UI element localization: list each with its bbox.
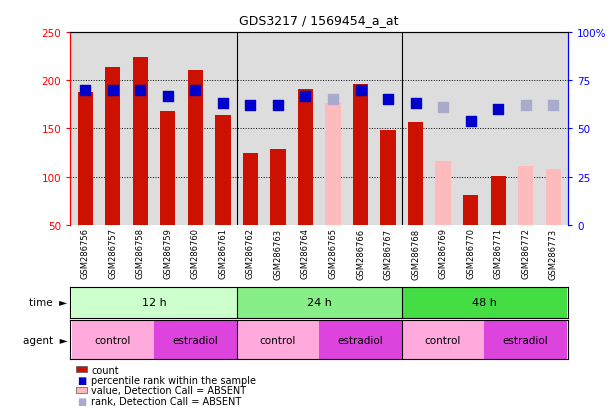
Point <box>301 93 310 100</box>
Text: estradiol: estradiol <box>172 335 218 345</box>
Text: 12 h: 12 h <box>142 297 167 308</box>
Text: estradiol: estradiol <box>503 335 549 345</box>
Point <box>81 88 90 94</box>
Bar <box>320 320 402 359</box>
Point <box>108 88 118 94</box>
Point <box>246 103 255 109</box>
Bar <box>154 320 236 359</box>
Bar <box>298 90 313 225</box>
Point <box>548 103 558 109</box>
Text: agent  ►: agent ► <box>23 335 67 345</box>
Text: ■: ■ <box>77 396 87 406</box>
Point <box>328 97 338 104</box>
Point <box>521 103 530 109</box>
Text: estradiol: estradiol <box>338 335 383 345</box>
Point <box>191 88 200 94</box>
Point <box>466 118 475 125</box>
Bar <box>105 68 120 225</box>
Bar <box>236 320 320 359</box>
Text: control: control <box>95 335 131 345</box>
Text: control: control <box>260 335 296 345</box>
Bar <box>243 154 258 225</box>
Bar <box>436 162 451 225</box>
Bar <box>491 176 506 225</box>
Bar <box>326 104 340 225</box>
Text: percentile rank within the sample: percentile rank within the sample <box>91 375 256 385</box>
Point <box>163 93 173 100</box>
Bar <box>353 85 368 225</box>
Text: rank, Detection Call = ABSENT: rank, Detection Call = ABSENT <box>91 396 241 406</box>
Text: ■: ■ <box>77 375 87 385</box>
Text: control: control <box>425 335 461 345</box>
Bar <box>408 122 423 225</box>
Point <box>356 88 365 94</box>
Text: 48 h: 48 h <box>472 297 497 308</box>
Bar <box>402 287 567 318</box>
Bar <box>402 320 485 359</box>
Bar <box>216 116 230 225</box>
Bar <box>78 93 93 225</box>
Bar <box>271 149 285 225</box>
Bar <box>71 320 154 359</box>
Point <box>273 103 283 109</box>
Bar <box>133 58 148 225</box>
Text: 24 h: 24 h <box>307 297 332 308</box>
Bar <box>381 131 395 225</box>
Point <box>136 88 145 94</box>
Bar <box>546 169 561 225</box>
Text: count: count <box>91 365 119 375</box>
Point <box>411 101 420 107</box>
Point <box>383 97 393 104</box>
Bar <box>160 112 175 225</box>
Bar <box>71 287 236 318</box>
Point <box>218 101 228 107</box>
Text: time  ►: time ► <box>29 297 67 308</box>
Bar <box>518 166 533 225</box>
Bar <box>236 287 402 318</box>
Text: value, Detection Call = ABSENT: value, Detection Call = ABSENT <box>91 385 246 395</box>
Bar <box>188 71 203 225</box>
Bar <box>463 195 478 225</box>
Bar <box>485 320 567 359</box>
Point <box>438 104 448 111</box>
Point <box>493 107 503 113</box>
Text: GDS3217 / 1569454_a_at: GDS3217 / 1569454_a_at <box>240 14 399 27</box>
